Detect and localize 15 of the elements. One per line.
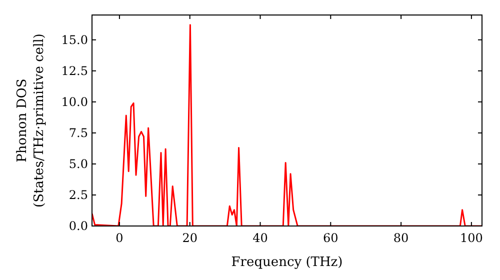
x-tick-label: 60 [323, 231, 338, 245]
x-axis-title: Frequency (THz) [231, 255, 343, 270]
y-tick-label: 10.0 [61, 95, 88, 110]
x-tick-label: 40 [252, 231, 268, 245]
x-tick-label: 20 [182, 231, 198, 245]
y-tick-label: 2.5 [68, 188, 88, 202]
y-tick-label: 7.5 [68, 126, 88, 140]
y-tick-label: 12.5 [61, 64, 88, 78]
x-tick-label: 0 [116, 231, 124, 245]
y-tick-label: 5.0 [68, 157, 88, 172]
y-tick-label: 15.0 [61, 33, 88, 48]
y-axis-title: Phonon DOS (States/THz·primitive cell) [15, 33, 47, 208]
y-tick-label: 0.0 [68, 219, 88, 234]
x-tick-label: 100 [460, 231, 483, 245]
x-tick-label: 80 [393, 231, 409, 245]
